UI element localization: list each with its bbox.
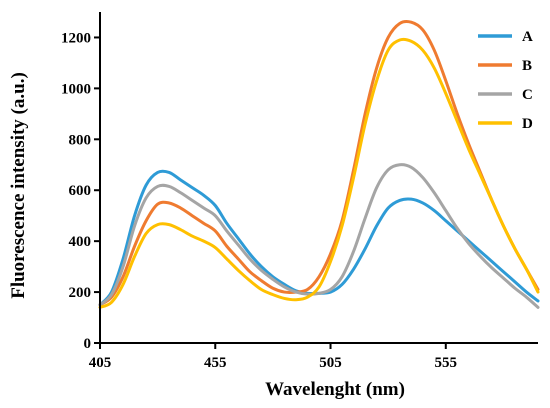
legend-label-a: A — [522, 29, 533, 45]
x-axis-title: Wavelenght (nm) — [265, 379, 405, 400]
x-tick-label: 405 — [89, 355, 112, 371]
legend-label-c: C — [522, 87, 533, 103]
y-tick-label: 200 — [69, 285, 92, 301]
series-layer — [98, 19, 540, 309]
x-tick-label: 455 — [204, 355, 227, 371]
series-line-d — [98, 37, 540, 309]
legend-label-b: B — [522, 58, 532, 74]
legend-label-d: D — [522, 116, 533, 132]
x-tick-label: 555 — [435, 355, 458, 371]
y-tick-label: 800 — [69, 132, 92, 148]
x-ticks: 405 455 505 555 — [89, 343, 457, 371]
series-line-c — [98, 163, 540, 309]
x-tick-label: 505 — [319, 355, 342, 371]
y-tick-label: 600 — [69, 183, 92, 199]
y-axis-title: Fluorescence intensity (a.u.) — [8, 72, 29, 299]
y-tick-label: 0 — [84, 336, 92, 352]
y-tick-label: 400 — [69, 234, 92, 250]
y-tick-label: 1000 — [61, 81, 91, 97]
axes-layer — [99, 12, 538, 344]
y-ticks: 0 200 400 600 800 1000 1200 — [61, 30, 100, 352]
series-line-b — [98, 19, 540, 307]
y-tick-label: 1200 — [61, 30, 91, 46]
